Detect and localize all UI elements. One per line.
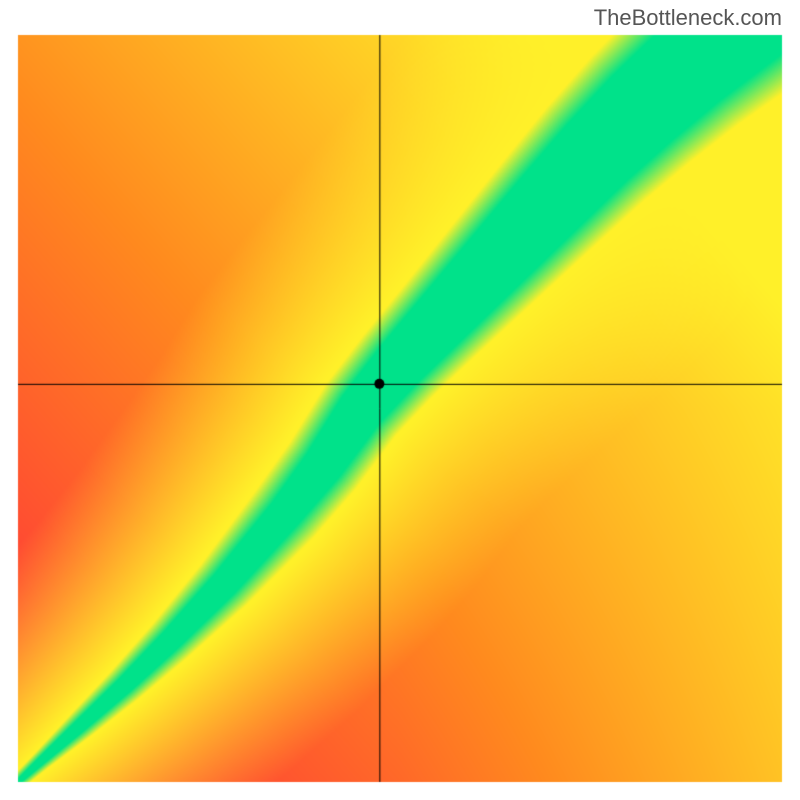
- chart-container: TheBottleneck.com: [0, 0, 800, 800]
- heatmap-canvas: [0, 0, 800, 800]
- watermark-text: TheBottleneck.com: [594, 5, 782, 31]
